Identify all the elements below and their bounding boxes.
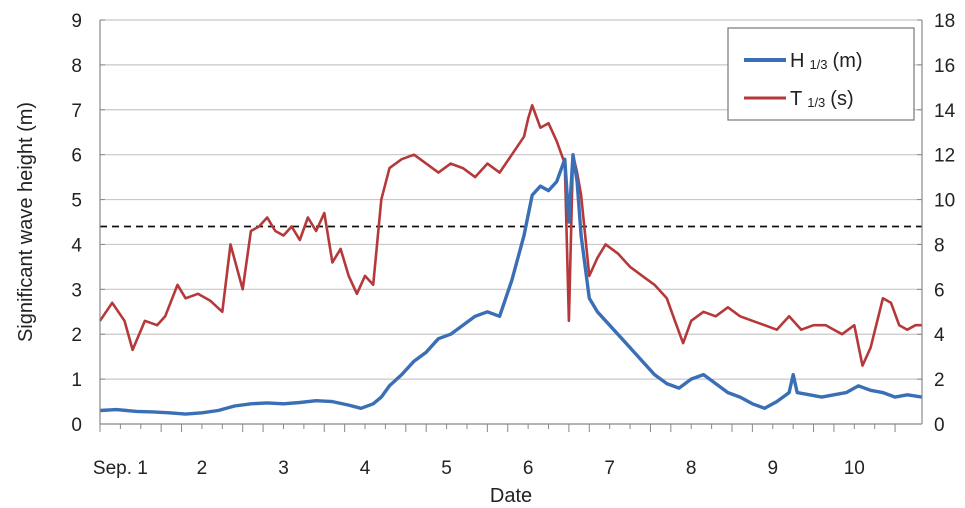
y-tick-label-9: 9 [71,11,82,32]
x-tick-label-2: 2 [197,458,208,479]
legend-h-sub: 1/3 [809,57,827,72]
y2-tick-label-12: 12 [934,146,955,167]
y-tick-label-0: 0 [71,415,82,436]
y-tick-label-1: 1 [71,370,82,391]
legend-h-unit: (m) [833,50,863,72]
series-lines [98,104,923,416]
y-axis-title: Significant wave height (m) [15,102,37,342]
legend-box [727,27,915,121]
x-tick-label-5: 5 [441,458,452,479]
x-tick-label-7: 7 [604,458,615,479]
legend-t-main: T [790,88,802,110]
series-line-t13 [98,104,922,367]
y-tick-label-3: 3 [71,280,82,301]
axes [99,20,923,425]
x-tick-label-4: 4 [360,458,371,479]
y-tick-label-5: 5 [71,191,82,212]
y-tick-label-8: 8 [71,56,82,77]
legend-t-sub: 1/3 [807,95,825,110]
x-axis-title: Date [490,485,532,507]
y2-tick-label-2: 2 [934,370,945,391]
legend: H 1/3 (m) T 1/3 (s) [727,27,915,121]
y2-tick-label-18: 18 [934,11,955,32]
y2-tick-label-16: 16 [934,56,955,77]
x-tick-label-10: 10 [844,458,865,479]
y2-tick-label-14: 14 [934,101,956,122]
y-tick-label-6: 6 [71,146,82,167]
x-tick-label-6: 6 [523,458,534,479]
y-tick-label-2: 2 [71,325,82,346]
legend-label-h: H 1/3 (m) [790,50,863,72]
y2-tick-label-4: 4 [934,325,945,346]
legend-label-t: T 1/3 (s) [790,88,854,110]
series-line-h13 [99,152,923,416]
y-tick-label-7: 7 [71,101,82,122]
y2-tick-label-10: 10 [934,191,955,212]
y-tick-label-4: 4 [71,235,82,256]
x-tick-label-3: 3 [278,458,289,479]
legend-h-main: H [790,50,804,72]
x-tick-label-8: 8 [686,458,697,479]
x-tick-label-9: 9 [767,458,778,479]
y2-tick-label-6: 6 [934,280,945,301]
x-tick-label-1: Sep. 1 [93,458,148,479]
y2-tick-label-8: 8 [934,235,945,256]
y2-tick-label-0: 0 [934,415,945,436]
legend-t-unit: (s) [830,88,853,110]
